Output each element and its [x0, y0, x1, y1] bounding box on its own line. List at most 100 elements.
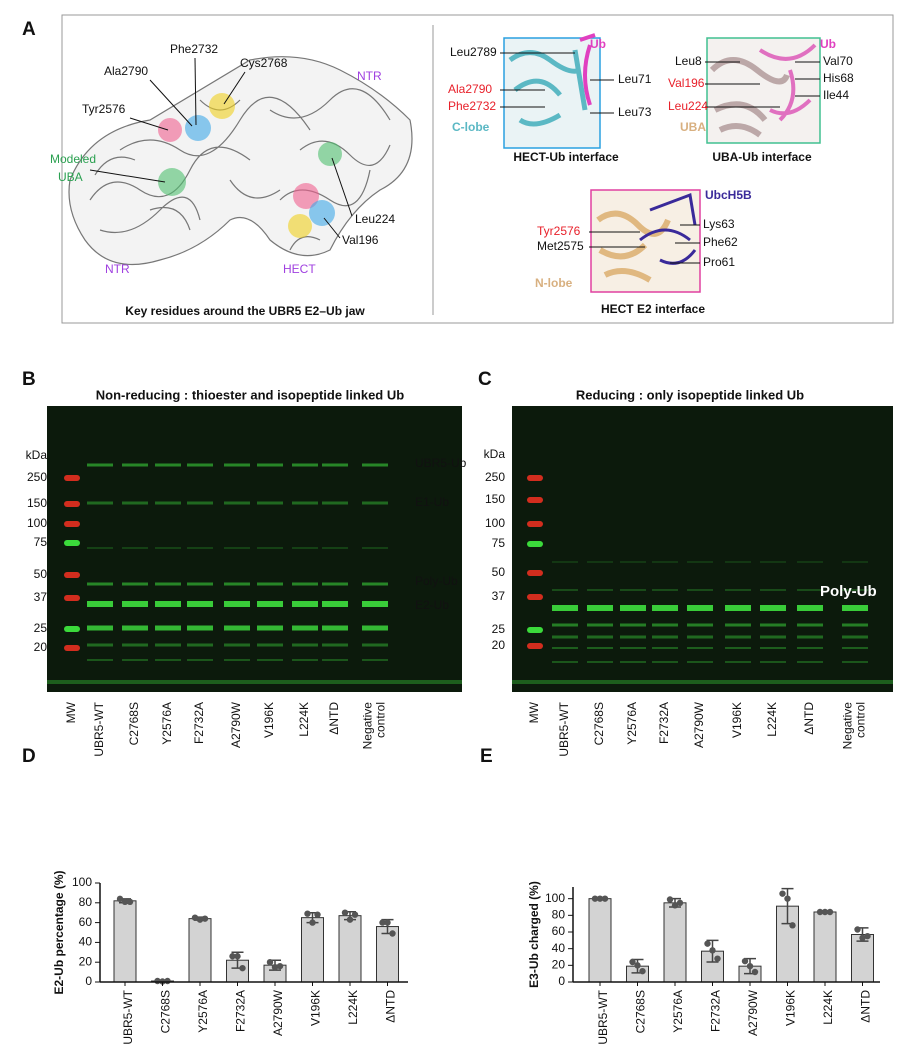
gel-band: [322, 625, 348, 631]
data-point: [779, 890, 786, 897]
data-point: [816, 908, 824, 916]
lane-label: L224K: [765, 702, 779, 737]
gel-band: [292, 659, 318, 661]
lane-label: ΔNTD: [327, 702, 341, 735]
gel-bottom: [512, 680, 893, 684]
gel-band: [552, 635, 578, 639]
gel-band: [292, 463, 318, 467]
inset-label: Lys63: [703, 217, 735, 231]
gel-band: [652, 561, 678, 563]
gel-band: [257, 643, 283, 647]
gel-band: [292, 501, 318, 505]
gel-image: [512, 406, 893, 692]
kda-label: 50: [34, 567, 48, 581]
gel-band: [322, 582, 348, 586]
gel-band: [552, 647, 578, 649]
lane-label: Negative: [361, 702, 375, 750]
gel-band: [362, 582, 388, 586]
gel-band: [122, 643, 148, 647]
gel-band: [155, 625, 181, 631]
gel-band: [362, 625, 388, 631]
y-tick-label: 80: [79, 895, 93, 909]
data-point: [191, 914, 199, 921]
data-point: [304, 910, 311, 917]
caption: UBA-Ub interface: [712, 150, 812, 164]
residue-label: HECT: [283, 262, 316, 276]
data-point: [666, 896, 674, 903]
x-tick-label: A2790W: [271, 989, 285, 1036]
inset-label: Met2575: [537, 239, 584, 253]
gel-band: [552, 623, 578, 627]
lane-label: A2790W: [229, 701, 243, 748]
lane-label: MW: [527, 701, 541, 723]
gel-band: [620, 661, 646, 663]
y-tick-label: 20: [79, 954, 93, 968]
gel-band: [760, 647, 786, 649]
x-tick-label: ΔNTD: [384, 990, 398, 1023]
data-point: [314, 911, 321, 918]
highlight: [293, 183, 319, 209]
lane-label: Y2576A: [625, 702, 639, 745]
lane-label: F2732A: [192, 702, 206, 744]
gel-band: [842, 623, 868, 627]
data-point: [741, 957, 749, 965]
gel-band: [552, 589, 578, 591]
gel-title: Non-reducing : thioester and isopeptide …: [96, 387, 404, 402]
gel-band: [797, 661, 823, 663]
data-point: [116, 895, 124, 903]
gel-band: [87, 643, 113, 647]
data-point: [201, 915, 209, 922]
inset-label: C-lobe: [452, 120, 490, 134]
x-tick-label: F2732A: [709, 990, 723, 1032]
kda-label: 37: [34, 590, 48, 604]
gel-band: [620, 605, 646, 611]
gel-band: [725, 635, 751, 639]
gel-band: [652, 647, 678, 649]
gel-band: [587, 623, 613, 627]
y-tick-label: 0: [85, 974, 92, 988]
data-point: [784, 895, 791, 902]
gel-band: [687, 623, 713, 627]
gel-band: [725, 605, 751, 611]
x-tick-label: C2768S: [159, 990, 173, 1033]
residue-label: Phe2732: [170, 42, 218, 56]
lane-label: Negative: [841, 702, 855, 750]
x-tick-label: UBR5-WT: [596, 989, 610, 1044]
gel-band: [362, 659, 388, 661]
x-tick-label: V196K: [784, 990, 798, 1026]
inset-label: Leu8: [675, 54, 702, 68]
ladder-band: [527, 570, 543, 576]
ladder-band: [64, 501, 80, 507]
gel-band: [362, 501, 388, 505]
data-point: [229, 953, 236, 960]
ladder-band: [64, 645, 80, 651]
x-tick-label: V196K: [309, 990, 323, 1026]
gel-band: [797, 589, 823, 591]
ladder-band: [64, 521, 80, 527]
inset-label: Tyr2576: [537, 224, 581, 238]
ladder-band: [527, 521, 543, 527]
kda-label: 150: [27, 496, 47, 510]
bar: [113, 900, 137, 983]
gel-band: [620, 589, 646, 591]
pointer-lines: [89, 57, 353, 239]
gel-band: [257, 501, 283, 505]
gel-band: [760, 635, 786, 639]
gel-band: [620, 623, 646, 627]
lane-label: A2790W: [692, 701, 706, 748]
gel-band: [797, 647, 823, 649]
inset-label: UbcH5B: [705, 188, 752, 202]
kda-label: 100: [27, 516, 47, 530]
gel-band: [842, 647, 868, 649]
y-tick-label: 60: [552, 924, 566, 938]
gel-band: [155, 601, 181, 607]
data-point: [276, 962, 284, 970]
gel-band: [687, 561, 713, 563]
lane-label: control: [854, 702, 868, 738]
gel-band: [652, 623, 678, 627]
inset-label: Ub: [820, 37, 836, 51]
data-point: [676, 899, 684, 907]
gel-band: [87, 463, 113, 467]
inset-label: Phe2732: [448, 99, 496, 113]
